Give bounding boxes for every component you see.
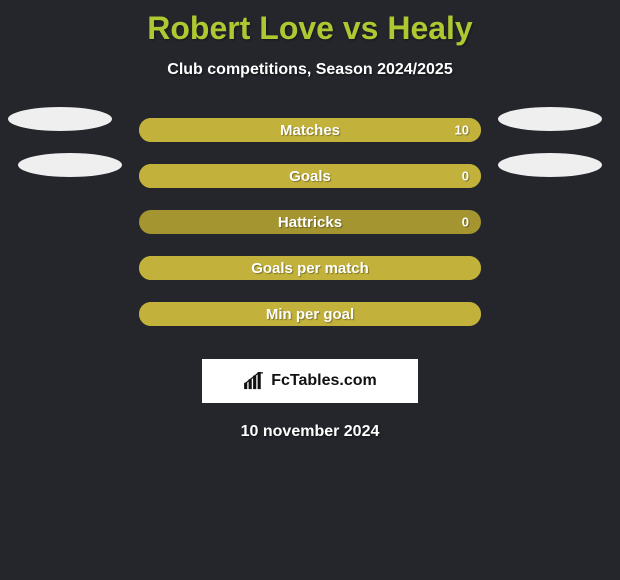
- stat-label: Goals per match: [251, 260, 369, 277]
- page-title: Robert Love vs Healy: [0, 0, 620, 47]
- stat-value: 0: [462, 215, 469, 230]
- stat-label: Matches: [280, 122, 340, 139]
- stat-value: 0: [462, 169, 469, 184]
- page-subtitle: Club competitions, Season 2024/2025: [0, 61, 620, 79]
- stat-bar-hattricks: Hattricks 0: [139, 210, 481, 234]
- stat-bar-matches: Matches 10: [139, 118, 481, 142]
- badge-text: FcTables.com: [271, 372, 377, 390]
- stat-row: Hattricks 0: [0, 199, 620, 245]
- stat-row: Min per goal: [0, 291, 620, 337]
- stat-row: Goals 0: [0, 153, 620, 199]
- stat-label: Goals: [289, 168, 331, 185]
- date-text: 10 november 2024: [0, 423, 620, 441]
- stat-bar-goals-per-match: Goals per match: [139, 256, 481, 280]
- stat-label: Min per goal: [266, 306, 354, 323]
- stat-bar-min-per-goal: Min per goal: [139, 302, 481, 326]
- stat-row: Goals per match: [0, 245, 620, 291]
- stats-area: Matches 10 Goals 0 Hattricks 0 Goals per…: [0, 107, 620, 337]
- stat-label: Hattricks: [278, 214, 342, 231]
- stat-bar-goals: Goals 0: [139, 164, 481, 188]
- barchart-icon: [243, 372, 265, 390]
- stat-value: 10: [455, 123, 469, 138]
- stat-row: Matches 10: [0, 107, 620, 153]
- site-badge[interactable]: FcTables.com: [202, 359, 418, 403]
